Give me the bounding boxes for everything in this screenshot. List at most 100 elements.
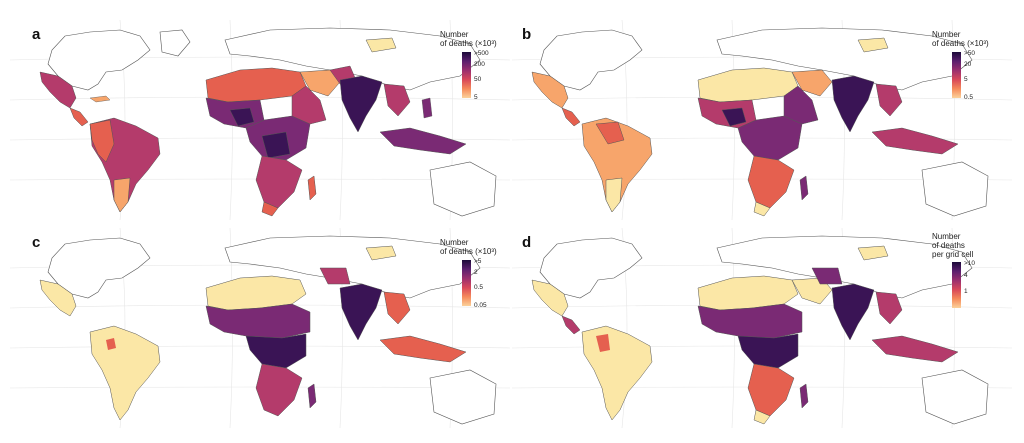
panel-c: c Number of deaths	[10, 228, 510, 428]
africa-east	[291, 85, 327, 125]
panel-label: c	[32, 234, 41, 251]
africa-nigeria	[721, 107, 747, 127]
color-bar	[952, 262, 961, 308]
legend-title-line: of deaths (×10³)	[932, 39, 989, 48]
australia	[429, 161, 497, 217]
north-america	[539, 237, 643, 299]
india	[831, 75, 875, 133]
eurasia	[716, 235, 973, 299]
panel-label: d	[522, 234, 532, 251]
legend-title: Number of deaths per grid cell	[932, 232, 1012, 259]
africa-south-tip	[753, 409, 771, 425]
south-asia-west	[319, 267, 351, 285]
south-america-north	[595, 121, 625, 145]
south-america-south	[113, 177, 131, 213]
panel-label: b	[522, 26, 532, 43]
indonesia	[871, 127, 959, 155]
india	[831, 283, 875, 341]
legend: Number of deaths (×10³) >50 20 5 0.5	[932, 30, 1002, 120]
legend-title: Number of deaths (×10³)	[932, 30, 1012, 48]
color-bar	[952, 52, 961, 98]
panel-label: a	[32, 26, 41, 43]
africa-east	[783, 85, 819, 125]
africa-south	[255, 363, 303, 417]
africa-central	[737, 333, 799, 369]
south-america-hotspot	[596, 334, 610, 352]
south-america-south	[605, 177, 623, 213]
mongolia-region	[857, 37, 889, 53]
southeast-asia	[383, 83, 411, 117]
south-america	[89, 325, 161, 421]
legend: Number of deaths (×10³) >5 2 0.5 0.05	[440, 238, 510, 328]
map-panel-c	[10, 228, 510, 428]
legend-tick: >50	[964, 50, 976, 57]
mongolia-region	[365, 37, 397, 53]
africa-south-tip	[753, 201, 771, 217]
africa-drc	[261, 131, 291, 159]
legend: Number of deaths per grid cell >10 4 1	[932, 232, 1012, 328]
africa-central	[737, 115, 803, 161]
indonesia	[379, 127, 467, 155]
mexico	[39, 279, 77, 317]
legend-title-line: Number	[932, 232, 961, 241]
legend-title-line: of deaths (×10³)	[440, 247, 497, 256]
legend-tick: 0.5	[964, 94, 974, 101]
middle-east	[299, 69, 341, 97]
legend-tick: >5	[474, 258, 482, 265]
legend-tick: 0.05	[474, 302, 487, 309]
south-america	[581, 117, 653, 213]
australia	[921, 161, 989, 217]
legend-tick: 200	[474, 61, 485, 68]
eurasia	[716, 27, 973, 91]
legend-tick: >10	[964, 260, 976, 267]
central-america	[69, 107, 89, 127]
madagascar	[307, 383, 317, 409]
color-bar	[462, 52, 471, 98]
mongolia-region	[365, 245, 397, 261]
legend-tick: 50	[474, 76, 482, 83]
legend-title: Number of deaths (×10³)	[440, 238, 520, 256]
madagascar	[799, 383, 809, 409]
caribbean	[89, 95, 111, 103]
legend-tick: 2	[474, 269, 478, 276]
indonesia	[379, 335, 467, 363]
philippines	[421, 97, 433, 119]
panel-a: a	[10, 20, 510, 220]
indonesia	[871, 335, 959, 363]
india	[339, 283, 383, 341]
legend: Number of deaths (×10³) >500 200 50 5	[440, 30, 510, 120]
legend-title: Number of deaths (×10³)	[440, 30, 520, 48]
legend-tick: 1	[964, 288, 968, 295]
mongolia-region	[857, 245, 889, 261]
map-panel-d	[512, 228, 1012, 428]
south-america	[581, 325, 653, 421]
legend-tick: 0.5	[474, 284, 484, 291]
legend-title-line: Number	[440, 238, 469, 247]
south-asia-west	[811, 267, 843, 285]
legend-tick: >500	[474, 50, 489, 57]
eurasia	[224, 235, 481, 299]
legend-tick: 4	[964, 272, 968, 279]
central-america	[561, 107, 581, 127]
australia	[921, 369, 989, 425]
legend-title-line: of deaths	[932, 241, 965, 250]
india	[339, 75, 383, 133]
africa-sahel	[697, 303, 803, 339]
south-america-west	[89, 119, 115, 163]
madagascar	[307, 175, 317, 201]
legend-title-line: per grid cell	[932, 250, 974, 259]
north-america	[47, 237, 151, 299]
legend-title-line: Number	[440, 30, 469, 39]
legend-tick: 5	[474, 94, 478, 101]
middle-east	[791, 69, 833, 97]
africa-south-tip	[261, 201, 279, 217]
legend-tick: 20	[964, 61, 972, 68]
map-panel-b	[512, 20, 1012, 220]
panel-b: b	[512, 20, 1012, 220]
africa-south	[255, 155, 303, 209]
legend-tick: 5	[964, 76, 968, 83]
eurasia	[224, 27, 481, 91]
central-america	[561, 315, 581, 335]
map-panel-a	[10, 20, 510, 220]
